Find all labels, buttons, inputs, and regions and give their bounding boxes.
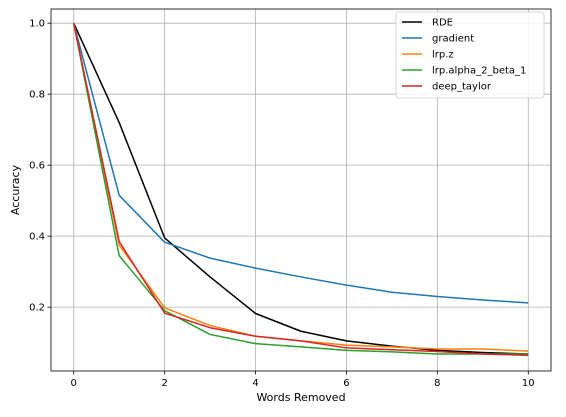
y-tick-label: 0.4 (29, 232, 45, 243)
legend-entry-label: RDE (432, 18, 453, 29)
legend-entry-label: deep_taylor (432, 82, 492, 93)
x-tick-label: 10 (522, 378, 535, 389)
x-tick-label: 0 (71, 378, 77, 389)
x-axis-label: Words Removed (256, 391, 345, 404)
y-tick-label: 0.6 (29, 161, 45, 172)
y-tick-label: 0.2 (29, 303, 45, 314)
x-tick-label: 8 (434, 378, 440, 389)
legend-entry-label: lrp.z (432, 50, 454, 61)
y-tick-label: 1.0 (29, 19, 45, 30)
y-axis-label: Accuracy (9, 164, 22, 215)
legend: RDE gradient lrp.z lrp.alpha_2_beta_1 deep_t… (396, 12, 544, 98)
x-tick-label: 6 (343, 378, 349, 389)
x-tick-label: 4 (252, 378, 258, 389)
y-tick-label: 0.8 (29, 90, 45, 101)
legend-entry-label: gradient (432, 34, 474, 45)
legend-entry-label: lrp.alpha_2_beta_1 (432, 66, 526, 77)
x-tick-label: 2 (161, 378, 167, 389)
